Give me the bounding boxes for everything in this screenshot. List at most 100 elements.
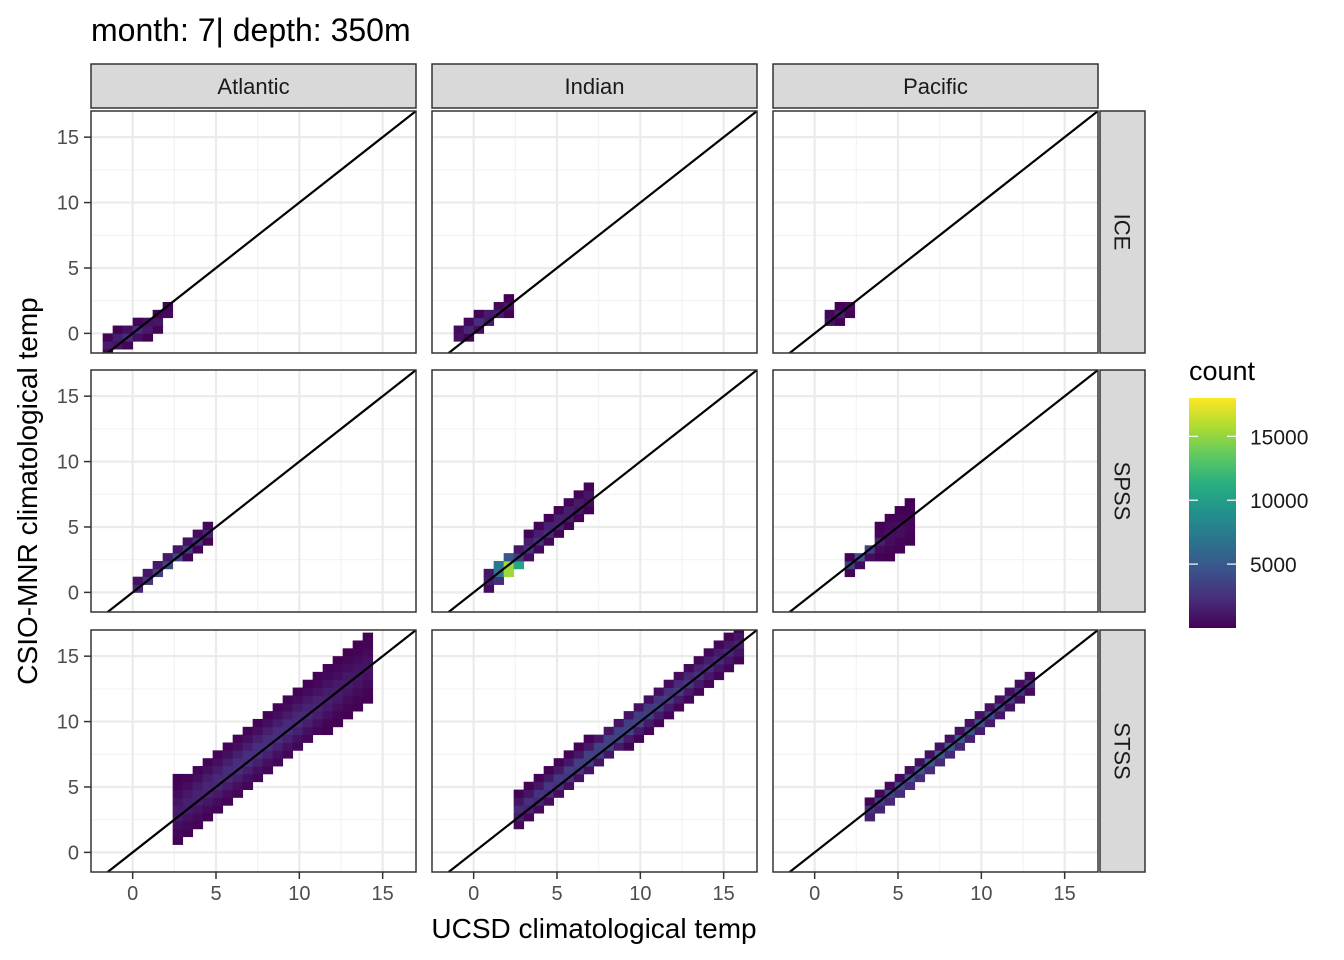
bin-tile <box>453 325 465 334</box>
panel-background <box>773 111 1098 353</box>
bin-tile <box>543 513 555 523</box>
bin-tile <box>573 758 585 767</box>
strip-col-pacific: Pacific <box>772 63 1099 109</box>
bin-tile <box>984 703 996 712</box>
y-tick-label: 5 <box>68 777 79 799</box>
bin-tile <box>583 766 595 775</box>
bin-tile <box>573 750 585 759</box>
bin-tile <box>473 309 485 319</box>
bin-tile <box>894 529 906 538</box>
bin-tile <box>202 766 214 775</box>
identity-line <box>787 111 1098 353</box>
bin-tile <box>322 687 334 696</box>
bin-tile <box>262 758 274 767</box>
y-tick-label: 5 <box>68 258 79 280</box>
bin-tile <box>583 490 595 499</box>
bin-tile <box>1024 671 1036 681</box>
bin-tile <box>964 718 976 728</box>
grid-minor <box>91 111 416 353</box>
bin-tile <box>733 656 745 665</box>
x-tick-label: 5 <box>892 883 903 905</box>
bin-tile <box>543 521 555 530</box>
bin-tile <box>834 317 846 326</box>
bin-tile <box>533 773 545 783</box>
identity-line <box>446 370 757 612</box>
bin-tile <box>352 664 364 673</box>
bin-tile <box>603 750 615 759</box>
bin-tile <box>633 726 645 736</box>
bin-tile <box>272 711 284 720</box>
bin-tile <box>513 560 525 570</box>
bin-tile <box>623 734 635 743</box>
bin-tile <box>212 766 224 775</box>
identity-line <box>787 370 1098 612</box>
bin-tile <box>563 521 575 530</box>
bin-tile <box>974 711 986 720</box>
bin-tile <box>152 325 164 334</box>
bin-tile <box>533 781 545 790</box>
bin-tile <box>874 789 886 798</box>
bin-tile <box>272 718 284 728</box>
bin-tile <box>332 695 344 704</box>
panel-border <box>772 110 1099 354</box>
bin-tile <box>252 734 264 743</box>
bin-tile <box>904 498 916 507</box>
panel-border <box>772 369 1099 613</box>
bin-tile <box>914 773 926 783</box>
bin-tile <box>252 766 264 775</box>
bin-tile <box>713 664 725 673</box>
strip-label: Indian <box>565 74 625 99</box>
bin-tile <box>212 773 224 783</box>
strip-background <box>1099 629 1146 873</box>
axes: 0 5 10 15 0 5 10 15 0 5 10 15 0 5 10 15 0 5 10 15 0 5 10 15 <box>57 127 1076 905</box>
bin-tile <box>613 718 625 728</box>
bin-tile <box>673 679 685 688</box>
bin-tile <box>653 687 665 696</box>
bin-tile <box>503 553 515 562</box>
bin-tile <box>332 711 344 720</box>
bin-tile <box>342 664 354 673</box>
bin-tile <box>864 797 876 806</box>
bin-tile <box>523 789 535 798</box>
x-tick-label: 10 <box>629 883 651 905</box>
bin-tile <box>352 656 364 665</box>
bin-tile <box>362 679 374 688</box>
identity-line <box>446 630 757 872</box>
legend-ticks: 5000 10000 15000 <box>1189 426 1308 577</box>
bin-tile <box>152 317 164 326</box>
bin-tile <box>914 758 926 767</box>
bin-tile <box>352 679 364 688</box>
bin-tile <box>503 568 515 578</box>
bin-tile <box>543 766 555 775</box>
bin-tile <box>352 648 364 657</box>
y-tick-label: 10 <box>57 193 79 215</box>
bin-tile <box>884 553 896 562</box>
bin-tile <box>573 513 585 523</box>
grid-minor <box>91 370 416 612</box>
bin-tile <box>623 742 635 751</box>
bin-tile <box>182 537 194 546</box>
bin-tile <box>212 805 224 814</box>
bin-tile <box>352 703 364 712</box>
bin-tile <box>172 773 184 783</box>
bin-tile <box>332 703 344 712</box>
bin-tile <box>894 506 906 515</box>
bin-tile <box>322 679 334 688</box>
bin-tile <box>252 726 264 736</box>
bin-tile <box>1024 687 1036 696</box>
bin-tile <box>322 718 334 728</box>
bin-tile <box>302 734 314 743</box>
bin-tile <box>272 742 284 751</box>
bin-tile <box>282 742 294 751</box>
bin-tile <box>493 560 505 570</box>
bin-tile <box>222 750 234 759</box>
bin-tile <box>212 758 224 767</box>
bin-tile <box>262 711 274 720</box>
legend-colorbar <box>1189 398 1236 628</box>
bin-tile <box>292 734 304 743</box>
bin-tile <box>623 718 635 728</box>
bin-tile <box>232 750 244 759</box>
facet-strips: Atlantic Indian Pacific ICE SPSS STSS <box>90 63 1146 873</box>
bin-tile <box>533 521 545 530</box>
bin-tile <box>202 521 214 530</box>
